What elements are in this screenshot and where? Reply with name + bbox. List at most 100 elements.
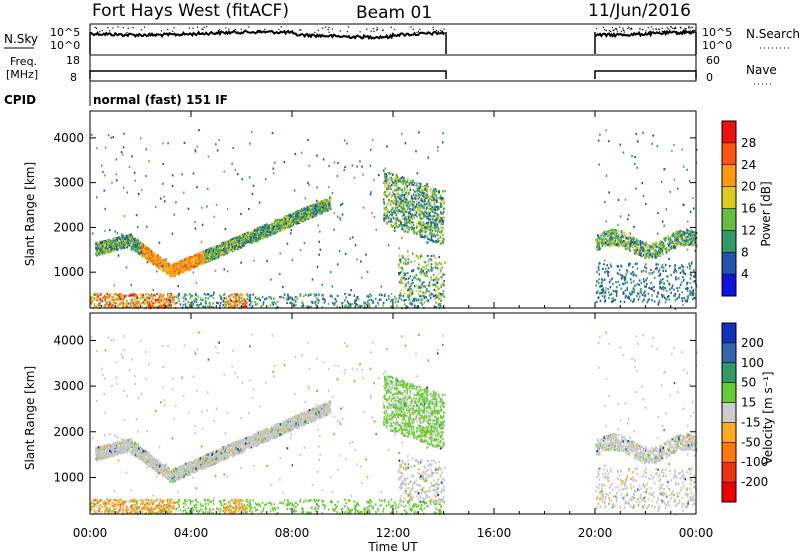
power-point bbox=[424, 194, 426, 197]
noise-point bbox=[173, 27, 175, 29]
power-point bbox=[421, 185, 424, 188]
power-point bbox=[124, 243, 127, 246]
power-point bbox=[196, 258, 198, 262]
power-point bbox=[150, 258, 153, 261]
noise-point bbox=[339, 30, 341, 32]
power-point bbox=[212, 250, 215, 253]
power-point bbox=[154, 261, 156, 264]
power-point bbox=[185, 266, 187, 269]
power-point bbox=[403, 210, 406, 213]
power-point bbox=[369, 293, 371, 296]
power-point bbox=[127, 302, 129, 305]
power-point bbox=[192, 262, 194, 265]
power-point bbox=[291, 223, 293, 226]
power-point bbox=[197, 259, 200, 262]
power-point bbox=[409, 182, 411, 185]
power-point bbox=[231, 245, 234, 248]
power-point bbox=[143, 297, 146, 301]
power-point bbox=[118, 293, 121, 296]
power-point bbox=[144, 299, 146, 302]
power-point bbox=[203, 292, 206, 295]
power-point bbox=[443, 202, 445, 205]
power-point bbox=[424, 215, 426, 218]
power-point bbox=[176, 267, 178, 270]
power-point bbox=[196, 263, 198, 266]
power-point bbox=[326, 198, 328, 201]
power-point bbox=[212, 302, 214, 305]
power-point bbox=[341, 301, 344, 304]
power-point bbox=[387, 179, 390, 182]
power-point bbox=[249, 302, 252, 305]
power-point bbox=[390, 195, 393, 198]
noise-point bbox=[412, 28, 414, 30]
noise-point bbox=[692, 29, 694, 32]
power-point bbox=[416, 224, 419, 228]
power-point bbox=[418, 190, 421, 193]
power-point bbox=[438, 207, 440, 210]
power-point bbox=[152, 255, 154, 258]
power-point bbox=[314, 302, 316, 305]
power-point bbox=[389, 172, 391, 175]
power-point bbox=[212, 293, 215, 296]
power-point bbox=[420, 233, 423, 236]
noise-point bbox=[376, 28, 379, 31]
power-point bbox=[349, 303, 352, 306]
power-point bbox=[173, 270, 175, 273]
power-point bbox=[303, 207, 306, 210]
power-point bbox=[103, 294, 106, 298]
power-point bbox=[208, 252, 210, 255]
power-point bbox=[108, 248, 111, 251]
power-point bbox=[255, 236, 257, 240]
power-point bbox=[412, 221, 415, 224]
power-point bbox=[120, 237, 123, 240]
power-point bbox=[383, 201, 385, 204]
power-point bbox=[328, 203, 331, 206]
power-point bbox=[415, 299, 418, 302]
power-point bbox=[272, 303, 275, 306]
power-point bbox=[440, 299, 442, 302]
power-point bbox=[307, 294, 310, 297]
power-point bbox=[158, 294, 161, 297]
power-point bbox=[199, 260, 202, 263]
power-point bbox=[416, 300, 419, 303]
power-point bbox=[157, 298, 159, 301]
power-point bbox=[261, 236, 263, 239]
power-point bbox=[442, 190, 444, 193]
power-point bbox=[187, 264, 190, 267]
power-point bbox=[359, 305, 361, 308]
power-point bbox=[248, 303, 251, 307]
noise-point bbox=[437, 30, 439, 32]
power-point bbox=[264, 224, 266, 227]
power-point bbox=[388, 181, 391, 184]
power-point bbox=[226, 243, 228, 246]
power-point bbox=[244, 242, 247, 245]
power-point bbox=[299, 293, 302, 296]
noise-point bbox=[620, 30, 622, 32]
power-point bbox=[95, 252, 97, 256]
power-point bbox=[140, 296, 143, 299]
noise-point bbox=[299, 29, 301, 31]
power-point bbox=[332, 302, 334, 305]
power-point bbox=[150, 253, 153, 256]
power-point bbox=[208, 301, 211, 305]
power-point bbox=[409, 207, 411, 211]
power-point bbox=[331, 295, 333, 298]
power-point bbox=[225, 250, 228, 253]
power-point bbox=[96, 298, 98, 302]
power-point bbox=[237, 237, 239, 240]
power-point bbox=[442, 242, 444, 245]
noise-point bbox=[691, 26, 694, 28]
power-point bbox=[272, 223, 274, 226]
power-point bbox=[433, 196, 435, 199]
power-point bbox=[195, 254, 197, 257]
power-point bbox=[114, 244, 116, 247]
power-point bbox=[154, 299, 157, 302]
power-point bbox=[240, 297, 243, 300]
power-point bbox=[289, 219, 292, 222]
power-point bbox=[232, 300, 234, 303]
power-point bbox=[313, 209, 316, 212]
power-point bbox=[161, 294, 164, 297]
power-point bbox=[203, 262, 205, 265]
power-point bbox=[405, 181, 407, 184]
power-point bbox=[215, 250, 217, 253]
